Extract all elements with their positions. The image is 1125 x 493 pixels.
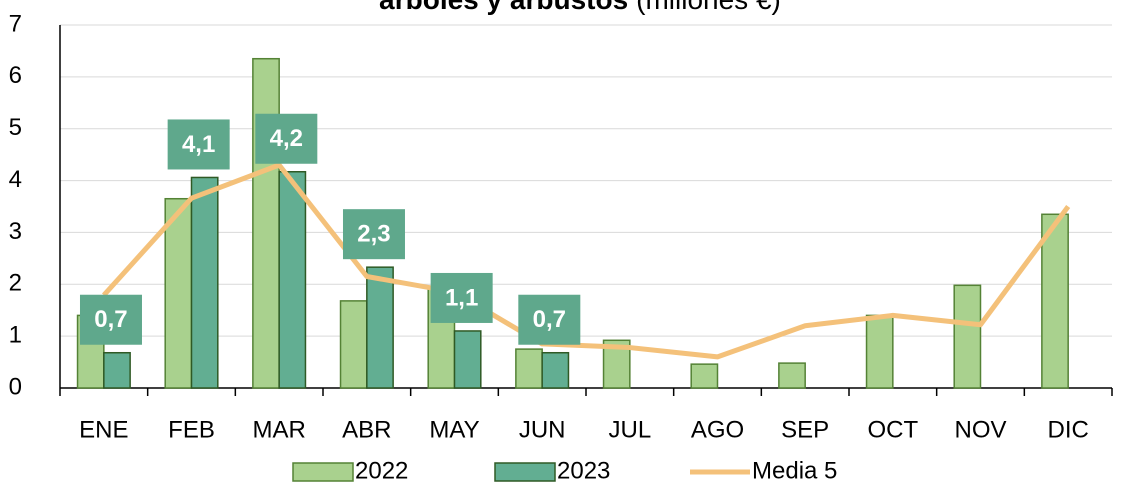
data-label: 0,7 bbox=[533, 306, 566, 333]
bar bbox=[339, 300, 368, 389]
bar bbox=[541, 351, 570, 389]
chart-subtitle: (millones €) bbox=[636, 0, 781, 15]
y-tick-label: 0 bbox=[9, 373, 22, 400]
legend-label: 2023 bbox=[557, 457, 610, 484]
y-tick-label: 2 bbox=[9, 270, 22, 297]
y-tick-label: 5 bbox=[9, 114, 22, 141]
data-label-box bbox=[342, 209, 405, 260]
x-tick-label: JUN bbox=[519, 416, 566, 443]
y-tick-label: 4 bbox=[9, 166, 22, 193]
data-label: 4,2 bbox=[270, 125, 303, 152]
bar bbox=[190, 176, 219, 389]
data-label-box bbox=[79, 294, 142, 345]
data-label-box bbox=[518, 294, 581, 345]
y-tick-label: 3 bbox=[9, 218, 22, 245]
x-tick-label: DIC bbox=[1047, 416, 1088, 443]
bar bbox=[252, 57, 280, 389]
legend-label: Media 5 bbox=[752, 457, 837, 484]
bar bbox=[1041, 213, 1069, 389]
x-tick-label: FEB bbox=[168, 416, 215, 443]
data-label-box bbox=[255, 113, 318, 164]
y-tick-label: 1 bbox=[9, 321, 22, 348]
bar bbox=[953, 284, 982, 389]
chart-title: árboles y arbustos bbox=[379, 0, 628, 15]
x-tick-label: ENE bbox=[79, 416, 128, 443]
x-tick-label: MAY bbox=[429, 416, 479, 443]
x-tick-label: SEP bbox=[781, 416, 829, 443]
y-tick-label: 7 bbox=[9, 10, 22, 37]
bar bbox=[778, 362, 806, 389]
x-tick-label: ABR bbox=[342, 416, 391, 443]
bar bbox=[865, 314, 894, 389]
bar bbox=[164, 197, 193, 389]
x-tick-label: AGO bbox=[691, 416, 744, 443]
line-series bbox=[101, 162, 1071, 360]
bar bbox=[690, 363, 719, 389]
legend-swatch bbox=[292, 462, 354, 482]
bar bbox=[103, 351, 131, 389]
chart-title-group: árboles y arbustos (millones €) bbox=[379, 0, 781, 15]
x-tick-label: OCT bbox=[867, 416, 918, 443]
bar bbox=[453, 330, 482, 389]
data-label-box bbox=[430, 272, 493, 323]
legend-label: 2022 bbox=[355, 457, 408, 484]
bar bbox=[515, 348, 543, 389]
data-label: 2,3 bbox=[357, 221, 390, 248]
bar bbox=[366, 266, 394, 389]
data-label: 0,7 bbox=[94, 306, 127, 333]
data-label-box bbox=[167, 119, 230, 170]
x-tick-label: JUL bbox=[608, 416, 651, 443]
data-label: 4,1 bbox=[182, 131, 215, 158]
y-tick-label: 6 bbox=[9, 62, 22, 89]
data-label: 1,1 bbox=[445, 284, 478, 311]
bar bbox=[278, 171, 307, 389]
x-tick-label: MAR bbox=[252, 416, 305, 443]
x-tick-label: NOV bbox=[954, 416, 1006, 443]
legend-swatch bbox=[494, 462, 556, 482]
